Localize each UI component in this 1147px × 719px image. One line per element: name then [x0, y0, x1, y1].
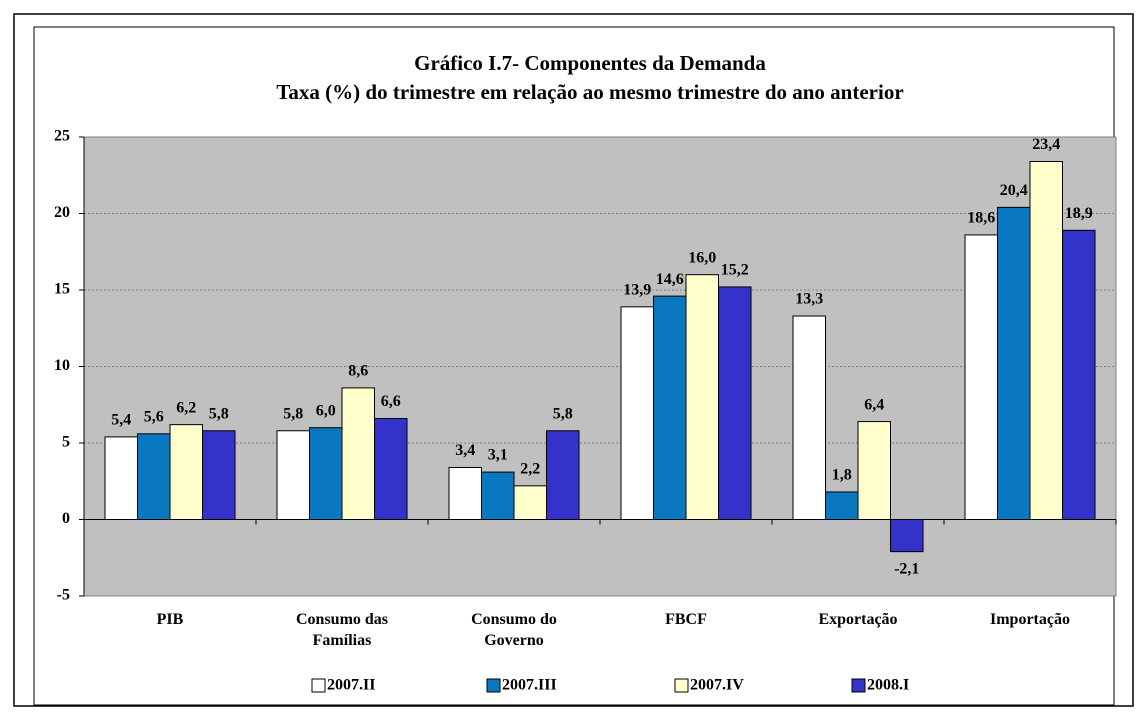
value-label: 1,8: [832, 467, 852, 484]
bar: [1029, 160, 1063, 520]
y-tick-label: 20: [54, 204, 70, 221]
bar: [104, 436, 138, 521]
y-tick-label: 5: [62, 434, 70, 451]
value-label: 3,1: [488, 447, 508, 464]
y-tick-label: -5: [57, 587, 70, 604]
bar: [620, 306, 654, 520]
value-label: 14,6: [656, 271, 684, 288]
bar: [341, 387, 375, 521]
x-tick-label: FBCF: [665, 611, 707, 628]
x-tick-label: Consumo do Governo: [471, 611, 557, 649]
bar: [997, 206, 1031, 520]
x-tick-label: Exportação: [818, 611, 898, 628]
bar: [792, 315, 826, 521]
x-tick-label: PIB: [156, 611, 184, 628]
legend-swatch: [486, 678, 501, 693]
bar: [137, 433, 171, 521]
value-label: 5,6: [144, 408, 164, 425]
value-label: 18,9: [1065, 205, 1093, 222]
value-label: 8,6: [348, 363, 368, 380]
value-label: 5,8: [209, 405, 229, 422]
bar: [374, 418, 408, 520]
bar: [718, 286, 752, 520]
legend-label: 2007.IV: [690, 677, 744, 694]
value-label: 18,6: [967, 210, 995, 227]
bar: [309, 427, 343, 521]
x-tick-label: Consumo das Famílias: [295, 611, 389, 649]
value-label: 2,2: [520, 461, 540, 478]
bar: [546, 430, 580, 521]
bar: [653, 295, 687, 520]
value-label: 13,3: [795, 291, 823, 308]
bar: [276, 430, 310, 521]
legend-swatch: [851, 678, 866, 693]
value-label: 6,0: [316, 402, 336, 419]
x-tick-label: Importação: [990, 611, 1070, 628]
value-label: 20,4: [1000, 182, 1028, 199]
value-label: 15,2: [721, 262, 749, 279]
legend-swatch: [311, 678, 326, 693]
bar: [964, 234, 998, 520]
value-label: 23,4: [1032, 136, 1060, 153]
legend-label: 2007.III: [502, 677, 557, 694]
chart-subtitle: Taxa (%) do trimestre em relação ao mesm…: [276, 80, 903, 104]
y-tick-label: 10: [54, 357, 70, 374]
bar: [857, 421, 891, 520]
value-label: 13,9: [623, 282, 651, 299]
bar: [448, 466, 482, 521]
value-label: 3,4: [455, 442, 475, 459]
bar: [1062, 229, 1096, 521]
value-label: 6,6: [381, 393, 401, 410]
bar: [481, 471, 515, 521]
y-tick-label: 0: [62, 510, 70, 527]
value-label: 6,2: [176, 399, 196, 416]
legend-label: 2008.I: [867, 677, 909, 694]
value-label: 5,8: [283, 405, 303, 422]
legend-label: 2007.II: [327, 677, 375, 694]
bar: [890, 519, 924, 553]
y-tick-label: 15: [54, 281, 70, 298]
y-tick-label: 25: [54, 128, 70, 145]
value-label: 5,4: [111, 412, 131, 429]
bar: [202, 430, 236, 521]
value-label: 5,8: [553, 405, 573, 422]
bar: [825, 491, 859, 520]
chart-title: Gráfico I.7- Componentes da Demanda: [414, 51, 766, 75]
value-label: -2,1: [894, 560, 919, 577]
legend-swatch: [674, 678, 689, 693]
bar: [513, 485, 547, 520]
value-label: 6,4: [864, 396, 884, 413]
bar: [169, 424, 203, 521]
value-label: 16,0: [688, 249, 716, 266]
bar: [685, 274, 719, 521]
